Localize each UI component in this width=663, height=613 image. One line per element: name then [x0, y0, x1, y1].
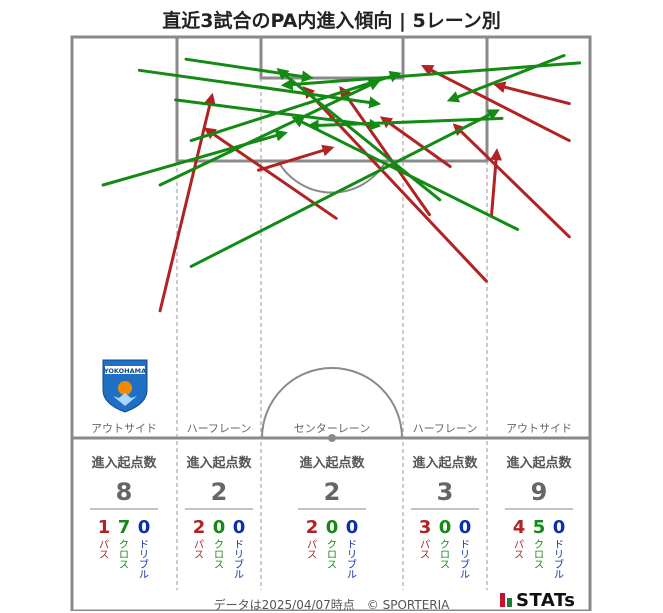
pass-count: 3 — [419, 517, 432, 538]
cross-arrow — [189, 70, 402, 143]
lane-name: ハーフレーン — [413, 422, 478, 435]
cross-arrow — [184, 57, 314, 83]
pass-count: 2 — [306, 517, 319, 538]
type-labels: パスクロスドリブルパスクロスドリブルパスクロスドリブルパスクロスドリブルパスクロ… — [99, 539, 564, 581]
cross-arrow — [280, 61, 582, 91]
pass-arrow — [339, 85, 431, 217]
lane-stat-header: 進入起点数 — [186, 455, 252, 471]
dribble-type-label: ドリブル — [234, 540, 244, 581]
dribble-type-label: ドリブル — [139, 540, 149, 581]
dribble-type-label: ドリブル — [347, 540, 357, 581]
lane-total: 3 — [437, 478, 454, 506]
pass-arrow — [158, 92, 216, 313]
goal-area — [259, 35, 405, 80]
lane-total: 2 — [324, 478, 341, 506]
lane-names: アウトサイド ハーフレーン センターレーン ハーフレーン アウトサイド — [91, 422, 572, 435]
pass-arrow — [452, 123, 571, 239]
cross-count: 0 — [213, 517, 226, 538]
pass-arrow — [203, 127, 338, 220]
lane-stat-block: 進入起点数 8 1 7 0 — [90, 455, 158, 538]
lane-stat-header: 進入起点数 — [91, 455, 157, 471]
cross-arrow — [137, 68, 382, 109]
arrows-layer — [101, 54, 582, 313]
cross-type-label: クロス — [214, 539, 224, 571]
pass-type-label: パス — [420, 539, 430, 561]
dribble-count: 0 — [553, 517, 566, 538]
dribble-count: 0 — [138, 517, 151, 538]
cross-type-label: クロス — [440, 539, 450, 571]
pass-arrow — [302, 86, 488, 283]
footer-note: データは2025/04/07時点 © SPORTERIA — [213, 598, 450, 612]
cross-count: 0 — [439, 517, 452, 538]
crest-text: YOKOHAMA — [103, 367, 146, 375]
cross-type-label: クロス — [119, 539, 129, 571]
lane-name: ハーフレーン — [187, 422, 252, 435]
lane-stat-block: 進入起点数 9 4 5 0 — [505, 455, 573, 538]
lane-stat-header: 進入起点数 — [506, 455, 572, 471]
cross-arrow — [276, 68, 442, 202]
cross-count: 7 — [118, 517, 131, 538]
dribble-type-label: ドリブル — [554, 540, 564, 581]
lane-stat-header: 進入起点数 — [299, 455, 365, 471]
cross-arrow — [158, 79, 381, 187]
lane-stats: 進入起点数 8 1 7 0 進入起点数 2 2 0 0 進入起点数 2 2 0 … — [90, 455, 573, 538]
pass-type-label: パス — [514, 539, 524, 561]
brand-text: STATs — [516, 590, 576, 611]
pass-type-label: パス — [99, 539, 109, 561]
cross-count: 0 — [326, 517, 339, 538]
lane-name: センターレーン — [294, 422, 370, 435]
club-crest-icon: YOKOHAMA — [102, 359, 148, 413]
lane-stat-block: 進入起点数 3 3 0 0 — [411, 455, 479, 538]
center-spot — [328, 434, 336, 442]
lane-total: 9 — [531, 478, 548, 506]
dribble-count: 0 — [233, 517, 246, 538]
lane-dividers — [176, 78, 488, 590]
cross-count: 5 — [533, 517, 546, 538]
pass-count: 1 — [98, 517, 111, 538]
lane-stat-header: 進入起点数 — [412, 455, 478, 471]
lane-total: 2 — [211, 478, 228, 506]
dribble-count: 0 — [346, 517, 359, 538]
lane-stat-block: 進入起点数 2 2 0 0 — [185, 455, 253, 538]
lane-total: 8 — [116, 478, 133, 506]
cross-type-label: クロス — [534, 539, 544, 571]
center-circle-half — [261, 367, 403, 439]
pass-arrow — [421, 64, 571, 143]
pass-arrow — [379, 116, 452, 168]
pass-count: 2 — [193, 517, 206, 538]
cross-arrow — [306, 116, 504, 132]
cross-arrow — [446, 54, 566, 103]
stats-brand: STATs — [500, 590, 575, 611]
pass-type-label: パス — [194, 539, 204, 561]
dribble-count: 0 — [459, 517, 472, 538]
cross-arrow — [189, 109, 500, 268]
pass-arrow — [256, 144, 335, 172]
cross-type-label: クロス — [327, 539, 337, 571]
brand-mark-icon — [500, 593, 505, 607]
pass-arrow — [490, 148, 503, 217]
pass-arrow — [493, 81, 571, 106]
brand-mark-icon-2 — [507, 598, 512, 607]
lane-name: アウトサイド — [91, 422, 157, 435]
chart-title: 直近3試合のPA内進入傾向 | 5レーン別 — [162, 10, 501, 32]
pass-count: 4 — [513, 517, 526, 538]
dribble-type-label: ドリブル — [460, 540, 470, 581]
pass-type-label: パス — [307, 539, 317, 561]
lane-stat-block: 進入起点数 2 2 0 0 — [298, 455, 366, 538]
penalty-arc — [277, 160, 387, 194]
lane-name: アウトサイド — [506, 422, 572, 435]
